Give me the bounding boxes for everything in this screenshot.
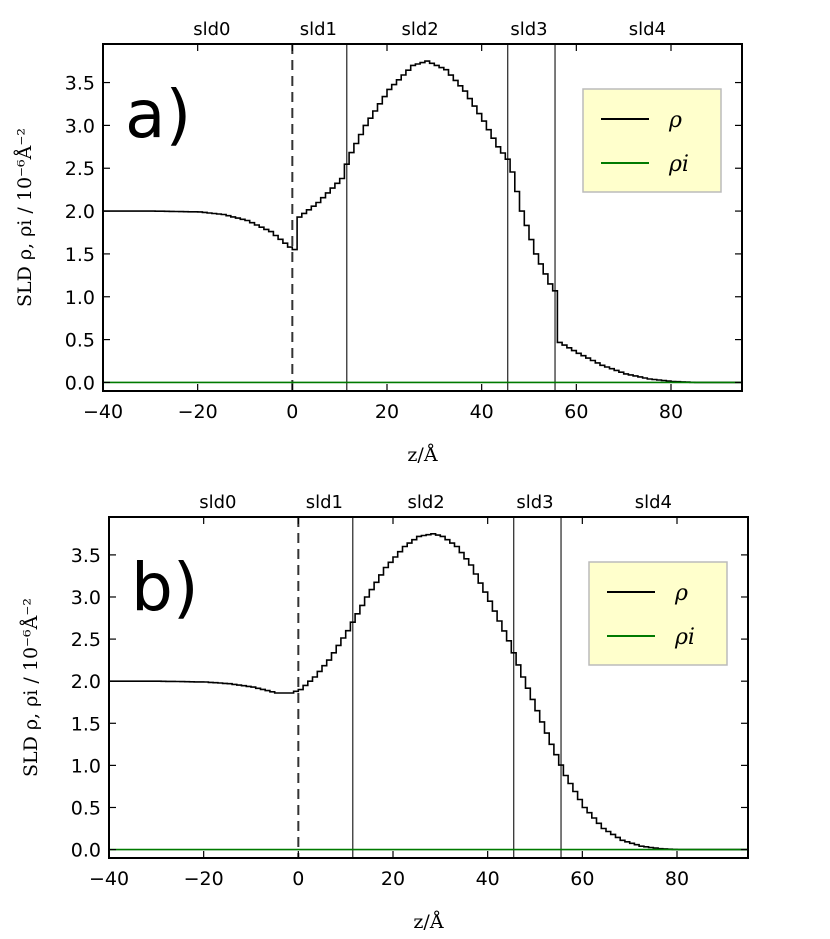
x-axis-label: z/Å	[407, 444, 437, 466]
x-tick-label: −20	[184, 868, 224, 890]
x-tick-label: 40	[476, 868, 500, 890]
layer-label-sld4: sld4	[629, 19, 666, 40]
y-tick-label: 0.5	[71, 797, 101, 819]
legend-label-rho: ρ	[668, 108, 682, 133]
y-tick-label: 0.0	[65, 372, 95, 394]
y-tick-label: 1.0	[65, 287, 95, 309]
x-tick-label: 0	[292, 868, 304, 890]
x-tick-label: −20	[178, 401, 218, 423]
layer-label-sld2: sld2	[408, 492, 445, 513]
layer-label-sld1: sld1	[300, 19, 337, 40]
plot-frame	[108, 516, 749, 859]
y-tick-label: 3.0	[65, 115, 95, 137]
layer-label-sld2: sld2	[402, 19, 439, 40]
y-tick-label: 1.0	[71, 755, 101, 777]
y-tick-label: 2.0	[71, 671, 101, 693]
legend-label-rho-i: ρi	[674, 625, 695, 650]
legend-label-rho-i: ρi	[668, 152, 689, 177]
layer-label-sld3: sld3	[516, 492, 553, 513]
y-axis-label: SLD ρ, ρi / 10⁻⁶Å⁻²	[14, 128, 36, 307]
y-tick-label: 1.5	[65, 244, 95, 266]
y-tick-label: 2.0	[65, 201, 95, 223]
x-tick-label: 80	[659, 401, 683, 423]
x-tick-label: 20	[375, 401, 399, 423]
layer-label-sld4: sld4	[635, 492, 672, 513]
y-tick-label: 3.5	[71, 545, 101, 567]
layer-label-sld1: sld1	[306, 492, 343, 513]
x-tick-label: 80	[665, 868, 689, 890]
legend-box	[582, 88, 722, 193]
legend-label-rho: ρ	[674, 581, 688, 606]
x-tick-label: 40	[470, 401, 494, 423]
y-tick-label: 2.5	[65, 158, 95, 180]
layer-label-sld0: sld0	[199, 492, 236, 513]
legend: ρ ρi	[588, 561, 728, 666]
x-tick-label: −40	[89, 868, 129, 890]
y-tick-label: 3.0	[71, 587, 101, 609]
x-axis-label: z/Å	[413, 911, 443, 933]
series-line-rho	[109, 533, 748, 851]
layer-label-sld3: sld3	[510, 19, 547, 40]
panel-label: a)	[125, 76, 191, 153]
y-tick-label: 0.5	[65, 330, 95, 352]
legend: ρ ρi	[582, 88, 722, 193]
x-tick-label: 0	[286, 401, 298, 423]
chart-panel-a: −40 −20 0 20 40 60 80 0.0 0.5 1.0 1.5 2.0 2.5 3.0 3.5 s…	[14, 19, 743, 466]
legend-box	[588, 561, 728, 666]
plot-frame	[102, 43, 743, 392]
x-tick-label: 20	[381, 868, 405, 890]
y-tick-label: 1.5	[71, 713, 101, 735]
y-tick-label: 2.5	[71, 629, 101, 651]
y-tick-label: 0.0	[71, 840, 101, 862]
chart-panel-b: −40 −20 0 20 40 60 80 0.0 0.5 1.0 1.5 2.0 2.5 3.0 3.5 s…	[20, 492, 749, 933]
layer-label-sld0: sld0	[193, 19, 230, 40]
series-line-rho	[103, 60, 742, 384]
y-axis-label: SLD ρ, ρi / 10⁻⁶Å⁻²	[20, 598, 42, 777]
x-tick-label: −40	[83, 401, 123, 423]
panel-label: b)	[131, 549, 199, 626]
x-tick-label: 60	[564, 401, 588, 423]
x-tick-label: 60	[570, 868, 594, 890]
y-tick-label: 3.5	[65, 73, 95, 95]
